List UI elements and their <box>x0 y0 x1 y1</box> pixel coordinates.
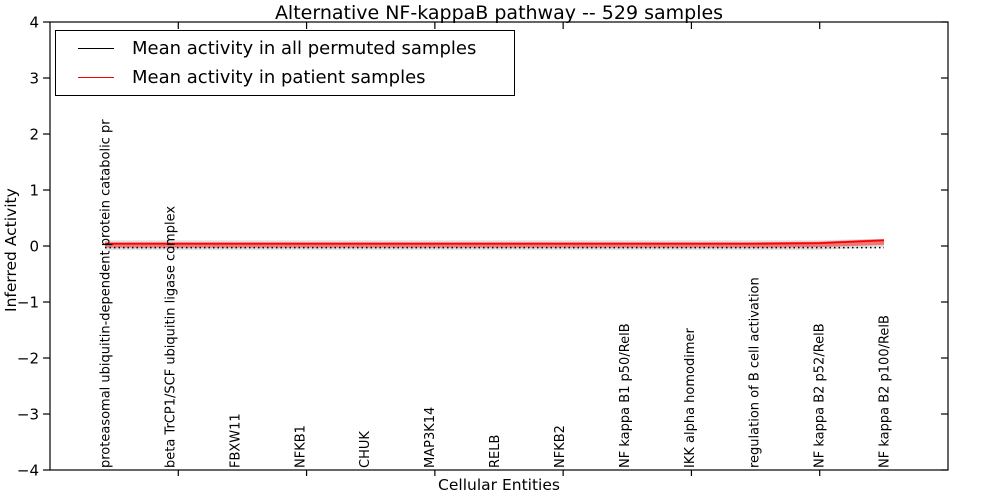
legend-row-permuted: Mean activity in all permuted samples <box>78 38 514 59</box>
x-category-label: regulation of B cell activation <box>748 277 763 468</box>
y-tick-label: 3 <box>29 69 39 87</box>
x-category-label: NF kappa B2 p52/RelB <box>813 323 828 468</box>
y-tick-label: −1 <box>17 293 39 311</box>
legend-row-patient: Mean activity in patient samples <box>78 67 514 88</box>
permuted-line-swatch-icon <box>78 48 114 50</box>
x-category-label: CHUK <box>358 431 373 468</box>
y-tick-label: 1 <box>29 181 39 199</box>
x-category-label: MAP3K14 <box>423 407 438 468</box>
y-tick-label: −4 <box>17 461 39 479</box>
y-tick-label: 2 <box>29 125 39 143</box>
x-category-label: NF kappa B2 p100/RelB <box>878 315 893 468</box>
x-category-label: proteasomal ubiquitin-dependent protein … <box>99 119 114 468</box>
y-tick-label: −2 <box>17 349 39 367</box>
patient-line-swatch-icon <box>78 76 114 78</box>
x-category-label: NFKB2 <box>553 425 568 468</box>
x-category-label: NF kappa B1 p50/RelB <box>618 323 633 468</box>
y-tick-label: −3 <box>17 405 39 423</box>
x-axis-label: Cellular Entities <box>438 476 560 494</box>
patient-mean-line <box>105 239 885 245</box>
y-tick-label: 0 <box>29 237 39 255</box>
legend-label-patient: Mean activity in patient samples <box>132 66 426 88</box>
legend: Mean activity in all permuted samples Me… <box>55 30 515 96</box>
x-category-label: IKK alpha homodimer <box>683 327 698 468</box>
x-category-label: FBXW11 <box>228 413 243 468</box>
y-tick-label: 4 <box>29 13 39 31</box>
x-category-label: NFKB1 <box>293 425 308 468</box>
x-category-label: RELB <box>488 435 503 468</box>
x-category-label: beta TrCP1/SCF ubiquitin ligase complex <box>163 206 178 468</box>
figure-title: Alternative NF-kappaB pathway -- 529 sam… <box>274 2 724 24</box>
legend-label-permuted: Mean activity in all permuted samples <box>132 38 477 60</box>
